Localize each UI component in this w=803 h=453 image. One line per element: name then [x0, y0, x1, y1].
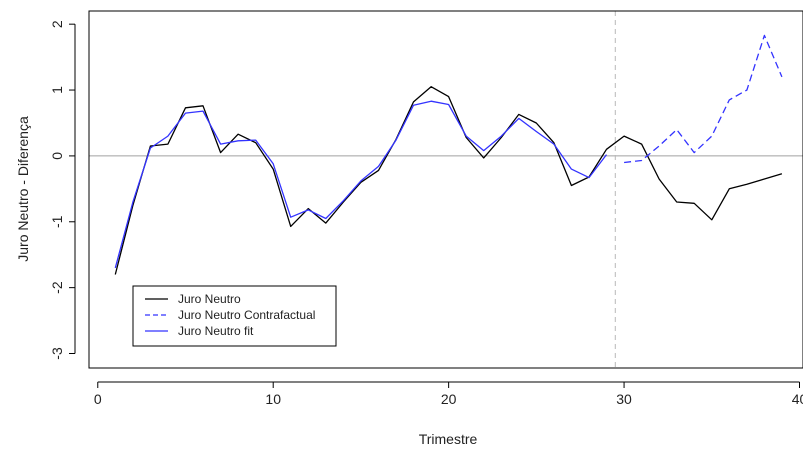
y-tick-label: -1 — [49, 215, 65, 228]
y-axis-label: Juro Neutro - Diferença — [15, 116, 31, 262]
x-tick-label: 30 — [616, 391, 632, 407]
legend: Juro Neutro Juro Neutro Contrafactual Juro… — [132, 285, 337, 347]
x-tick-label: 20 — [441, 391, 457, 407]
x-tick-label: 40 — [792, 391, 803, 407]
y-tick-label: 0 — [49, 152, 65, 160]
x-tick-label: 0 — [94, 391, 102, 407]
series-line-juro-neutro-contrafactual — [624, 34, 783, 164]
y-tick-label: -3 — [49, 347, 65, 360]
legend-label: Juro Neutro — [178, 292, 241, 306]
legend-box — [132, 285, 337, 347]
plot-frame — [88, 10, 803, 369]
legend-label: Juro Neutro Contrafactual — [178, 308, 315, 322]
y-tick-label: -2 — [49, 281, 65, 294]
plot-layer — [89, 11, 803, 368]
x-tick-label: 10 — [265, 391, 281, 407]
axes-layer: 0 10 20 30 40 -3 -2 -1 0 1 2 — [49, 10, 803, 407]
legend-label: Juro Neutro fit — [178, 324, 254, 338]
y-tick-label: 2 — [49, 20, 65, 28]
x-axis-label: Trimestre — [419, 431, 478, 447]
series-line-juro-neutro — [114, 86, 783, 275]
y-tick-label: 1 — [49, 86, 65, 94]
series-line-juro-neutro-fit — [114, 100, 608, 269]
